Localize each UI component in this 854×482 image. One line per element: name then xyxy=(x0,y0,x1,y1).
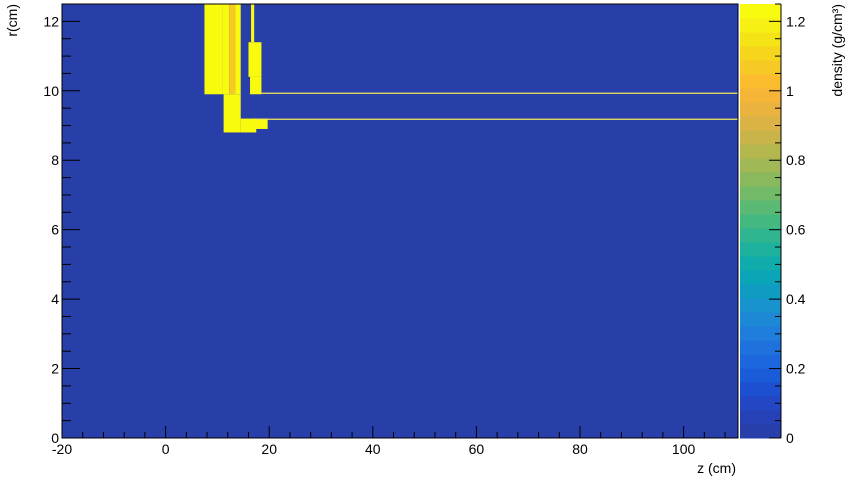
colorbar-tick-label: 0 xyxy=(786,430,794,446)
x-tick-label: 60 xyxy=(469,441,485,457)
density-cell-2 xyxy=(229,4,236,95)
colorbar-swatch xyxy=(740,424,781,439)
colorbar-swatch xyxy=(740,382,781,397)
colorbar-swatch xyxy=(740,172,781,187)
density-regions xyxy=(204,4,738,133)
y-axis: 0 2 4 6 8 10 12 xyxy=(43,3,80,446)
density-cell-1 xyxy=(222,4,230,95)
x-tick-label: 100 xyxy=(672,441,696,457)
colorbar-swatch xyxy=(740,256,781,271)
y-tick-label: 10 xyxy=(43,83,59,99)
colorbar-swatch xyxy=(740,60,781,75)
x-tick-label: 40 xyxy=(365,441,381,457)
plot-frame xyxy=(61,3,739,439)
colorbar-tick-label: 0.6 xyxy=(786,222,806,238)
colorbar-swatch xyxy=(740,18,781,33)
colorbar-tick-label: 0.8 xyxy=(786,152,806,168)
colorbar-tick-label: 0.4 xyxy=(786,291,806,307)
x-tick-label: 80 xyxy=(572,441,588,457)
colorbar-swatch xyxy=(740,396,781,411)
colorbar-swatch xyxy=(740,186,781,201)
x-axis: -20 0 20 40 60 80 100 xyxy=(52,426,726,457)
colorbar-swatch xyxy=(740,326,781,341)
colorbar-swatch xyxy=(740,298,781,313)
colorbar-swatch xyxy=(740,200,781,215)
colorbar-swatch xyxy=(740,354,781,369)
colorbar-swatch xyxy=(740,130,781,145)
colorbar-swatch xyxy=(740,284,781,299)
colorbar-swatch xyxy=(740,368,781,383)
colorbar-swatch xyxy=(740,46,781,61)
y-tick-label: 2 xyxy=(51,361,59,377)
x-tick-label: 20 xyxy=(261,441,277,457)
density-cell-6 xyxy=(248,42,262,77)
colorbar-swatch xyxy=(740,4,781,19)
colorbar-tick-label: 0.2 xyxy=(786,361,806,377)
density-cell-0 xyxy=(204,4,223,95)
colorbar-swatch xyxy=(740,410,781,425)
colorbar-swatch xyxy=(740,312,781,327)
colorbar-swatch xyxy=(740,228,781,243)
colorbar-swatch xyxy=(740,32,781,47)
y-tick-label: 12 xyxy=(43,13,59,29)
colorbar-tick-label: 1 xyxy=(786,83,794,99)
plot-area xyxy=(62,4,738,438)
colorbar-swatch xyxy=(740,102,781,117)
colorbar-swatch xyxy=(740,340,781,355)
colorbar-swatch xyxy=(740,74,781,89)
density-cell-3 xyxy=(235,4,241,95)
y-tick-label: 8 xyxy=(51,152,59,168)
plot-border xyxy=(61,3,739,439)
colorbar-swatch xyxy=(740,88,781,103)
colorbar: 0 0.2 0.4 0.6 0.8 1 1.2 xyxy=(740,3,806,446)
y-axis-title: r(cm) xyxy=(4,4,20,37)
colorbar-title: density (g/cm³) xyxy=(829,4,845,97)
colorbar-tick-label: 1.2 xyxy=(786,13,806,29)
density-cell-9 xyxy=(251,118,268,129)
y-tick-label: 4 xyxy=(51,291,59,307)
x-tick-label: -20 xyxy=(52,441,72,457)
colorbar-swatch xyxy=(740,144,781,159)
x-tick-label: 0 xyxy=(162,441,170,457)
colorbar-swatch xyxy=(740,116,781,131)
background-region xyxy=(62,4,738,438)
density-cell-7 xyxy=(250,76,262,95)
x-axis-title: z (cm) xyxy=(697,460,736,476)
y-tick-label: 6 xyxy=(51,222,59,238)
density-cell-4 xyxy=(223,94,241,133)
colorbar-swatch xyxy=(740,242,781,257)
colorbar-swatch xyxy=(740,270,781,285)
colorbar-swatch xyxy=(740,214,781,229)
colorbar-swatch xyxy=(740,158,781,173)
density-cell-5 xyxy=(251,4,255,43)
y-tick-label: 0 xyxy=(51,430,59,446)
